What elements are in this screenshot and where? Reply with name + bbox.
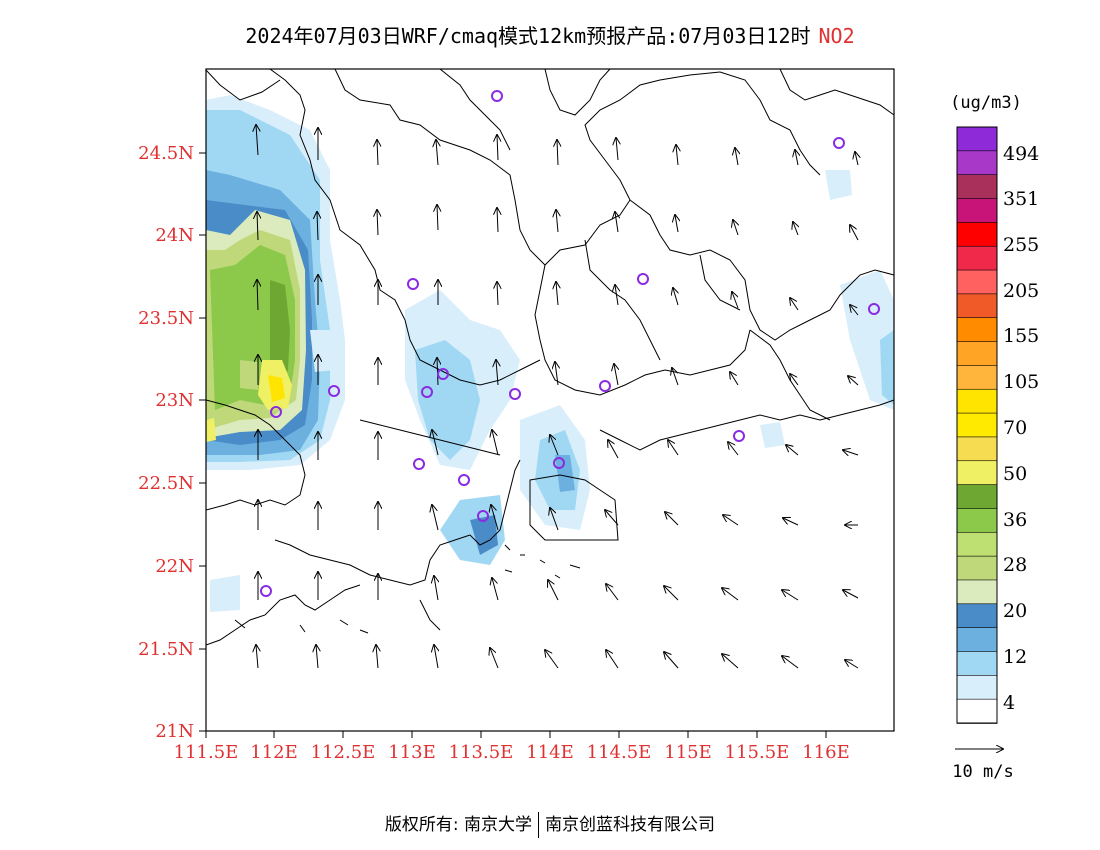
lat-tick-label: 23N	[155, 390, 194, 411]
colorbar-segment	[956, 508, 998, 534]
colorbar-segment	[956, 365, 998, 391]
colorbar-label: 155	[1003, 325, 1039, 347]
lon-tick-label: 111.5E	[174, 742, 239, 763]
lat-tick-label: 24N	[155, 225, 194, 246]
colorbar-segment	[956, 627, 998, 653]
colorbar-segment	[956, 245, 998, 271]
monitoring-stations	[260, 90, 880, 597]
colorbar-segment	[956, 341, 998, 367]
footer-divider	[538, 812, 540, 838]
colorbar-segment	[956, 317, 998, 343]
lat-tick-label: 23.5N	[138, 308, 194, 329]
title-text: 2024年07月03日WRF/cmaq模式12km预报产品:07月03日12时	[245, 24, 811, 48]
species-label: NO2	[818, 24, 855, 48]
colorbar-segment	[956, 460, 998, 486]
colorbar-label: 4	[1003, 692, 1015, 714]
longitude-axis: 111.5E 112E 112.5E 113E 113.5E 114E 114.…	[174, 731, 850, 763]
colorbar-segment	[956, 555, 998, 581]
colorbar-segment	[956, 484, 998, 510]
lon-tick-label: 114.5E	[587, 742, 652, 763]
colorbar-segment	[956, 698, 998, 724]
lon-tick-label: 112.5E	[311, 742, 376, 763]
colorbar-labels: 494 351 255 205 155 105 70 50 36 28 20 1…	[1003, 143, 1039, 714]
colorbar-unit: (ug/m3)	[950, 93, 1022, 113]
lat-tick-label: 21.5N	[138, 639, 194, 660]
colorbar-segment	[956, 150, 998, 176]
colorbar-segment	[956, 222, 998, 248]
lon-tick-label: 115.5E	[725, 742, 790, 763]
lat-tick-label: 24.5N	[138, 143, 194, 164]
colorbar-segment	[956, 269, 998, 295]
colorbar-label: 12	[1003, 646, 1027, 668]
colorbar-segment	[956, 436, 998, 462]
colorbar	[956, 126, 998, 724]
colorbar-segment	[956, 531, 998, 557]
colorbar-segment	[956, 675, 998, 700]
colorbar-label: 105	[1003, 371, 1039, 393]
lat-tick-label: 22N	[155, 556, 194, 577]
footer-left: 版权所有: 南京大学	[384, 815, 533, 835]
lat-tick-label: 22.5N	[138, 473, 194, 494]
lon-tick-label: 113E	[388, 742, 436, 763]
lon-tick-label: 114E	[526, 742, 574, 763]
colorbar-label: 50	[1003, 463, 1027, 485]
colorbar-label: 494	[1003, 143, 1039, 165]
concentration-field	[206, 95, 894, 612]
lat-tick-label: 21N	[155, 721, 194, 742]
colorbar-segment	[956, 388, 998, 414]
colorbar-label: 255	[1003, 234, 1039, 256]
wind-legend-label: 10 m/s	[952, 762, 1013, 782]
colorbar-frame	[956, 126, 998, 724]
lon-tick-label: 116E	[802, 742, 850, 763]
colorbar-segment	[956, 651, 998, 677]
lon-tick-label: 115E	[664, 742, 712, 763]
wind-legend: 10 m/s	[952, 749, 1014, 782]
colorbar-segment	[956, 603, 998, 629]
colorbar-segment	[956, 579, 998, 605]
lon-tick-label: 112E	[250, 742, 298, 763]
colorbar-segment	[956, 293, 998, 319]
lon-tick-label: 113.5E	[449, 742, 514, 763]
footer-right: 南京创蓝科技有限公司	[545, 815, 716, 835]
chart-title: 2024年07月03日WRF/cmaq模式12km预报产品:07月03日12时 N…	[0, 20, 1100, 49]
colorbar-label: 70	[1003, 417, 1027, 439]
colorbar-label: 20	[1003, 600, 1027, 622]
copyright-footer: 版权所有: 南京大学 南京创蓝科技有限公司	[0, 810, 1100, 838]
latitude-axis: 24.5N 24N 23.5N 23N 22.5N 22N 21.5N 21N	[138, 143, 206, 742]
colorbar-segment	[956, 412, 998, 438]
colorbar-segment	[956, 174, 998, 200]
colorbar-label: 351	[1003, 188, 1039, 210]
colorbar-label: 28	[1003, 554, 1027, 576]
colorbar-label: 36	[1003, 509, 1027, 531]
colorbar-segment	[956, 198, 998, 224]
colorbar-segment	[956, 126, 998, 152]
colorbar-label: 205	[1003, 280, 1039, 302]
wind-vectors	[256, 125, 858, 669]
